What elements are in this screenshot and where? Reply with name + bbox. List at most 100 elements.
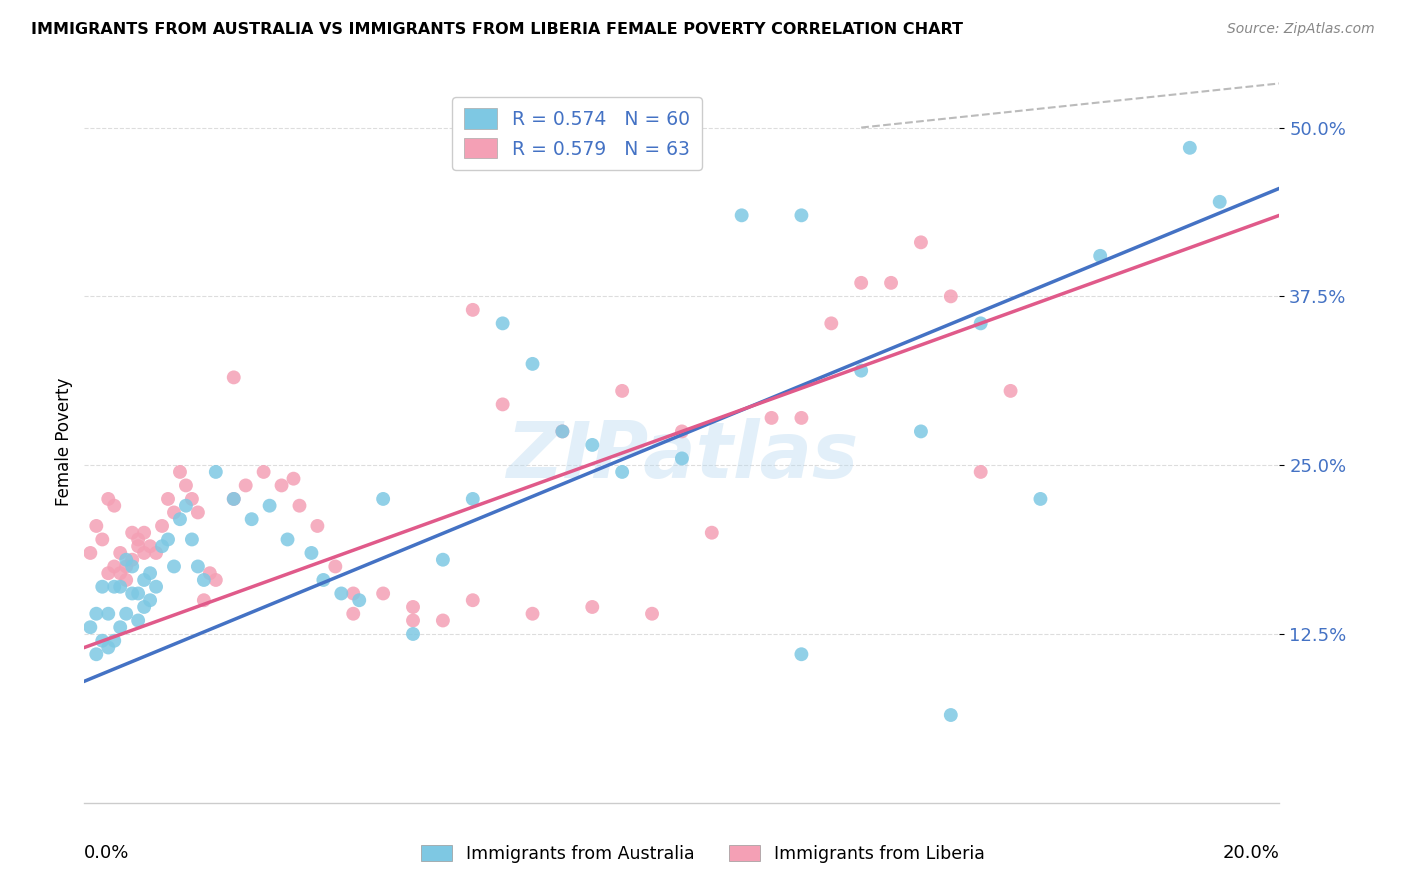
- Point: [522, 357, 544, 371]
- Text: IMMIGRANTS FROM AUSTRALIA VS IMMIGRANTS FROM LIBERIA FEMALE POVERTY CORRELATION : IMMIGRANTS FROM AUSTRALIA VS IMMIGRANTS …: [31, 22, 963, 37]
- Point: [288, 499, 311, 513]
- Point: [115, 552, 138, 566]
- Point: [132, 573, 156, 587]
- Point: [402, 627, 425, 641]
- Point: [79, 620, 101, 634]
- Point: [373, 586, 395, 600]
- Point: [91, 533, 114, 547]
- Point: [1209, 194, 1232, 209]
- Text: 20.0%: 20.0%: [1223, 845, 1279, 863]
- Point: [115, 559, 138, 574]
- Point: [103, 559, 125, 574]
- Point: [110, 566, 132, 581]
- Point: [132, 546, 156, 560]
- Point: [222, 370, 245, 384]
- Point: [1029, 491, 1052, 506]
- Point: [132, 599, 156, 614]
- Point: [551, 425, 574, 439]
- Point: [91, 580, 114, 594]
- Point: [277, 533, 299, 547]
- Point: [86, 647, 108, 661]
- Text: ZIPatlas: ZIPatlas: [506, 418, 858, 494]
- Point: [790, 208, 813, 222]
- Point: [169, 512, 191, 526]
- Point: [432, 614, 454, 628]
- Point: [851, 364, 873, 378]
- Point: [1178, 141, 1201, 155]
- Point: [970, 465, 993, 479]
- Point: [110, 620, 132, 634]
- Point: [283, 472, 305, 486]
- Point: [342, 607, 364, 621]
- Point: [581, 599, 603, 614]
- Text: 0.0%: 0.0%: [84, 845, 129, 863]
- Point: [671, 451, 693, 466]
- Point: [121, 525, 143, 540]
- Point: [1090, 249, 1112, 263]
- Point: [97, 491, 120, 506]
- Legend: Immigrants from Australia, Immigrants from Liberia: Immigrants from Australia, Immigrants fr…: [413, 838, 993, 870]
- Legend: R = 0.574   N = 60, R = 0.579   N = 63: R = 0.574 N = 60, R = 0.579 N = 63: [453, 97, 702, 169]
- Point: [127, 586, 149, 600]
- Point: [851, 276, 873, 290]
- Point: [970, 317, 993, 331]
- Point: [110, 580, 132, 594]
- Point: [402, 614, 425, 628]
- Point: [174, 499, 197, 513]
- Point: [103, 499, 125, 513]
- Point: [461, 491, 484, 506]
- Point: [910, 425, 932, 439]
- Point: [103, 633, 125, 648]
- Point: [342, 586, 364, 600]
- Point: [115, 607, 138, 621]
- Point: [145, 580, 167, 594]
- Point: [330, 586, 353, 600]
- Point: [181, 491, 204, 506]
- Point: [97, 640, 120, 655]
- Point: [121, 559, 143, 574]
- Point: [205, 573, 228, 587]
- Point: [235, 478, 257, 492]
- Point: [121, 586, 143, 600]
- Point: [325, 559, 347, 574]
- Point: [700, 525, 723, 540]
- Point: [169, 465, 191, 479]
- Point: [150, 519, 173, 533]
- Point: [671, 425, 693, 439]
- Point: [193, 573, 215, 587]
- Point: [127, 533, 149, 547]
- Point: [157, 491, 180, 506]
- Point: [461, 302, 484, 317]
- Point: [551, 425, 574, 439]
- Point: [222, 491, 245, 506]
- Point: [612, 465, 634, 479]
- Point: [86, 607, 108, 621]
- Point: [820, 317, 842, 331]
- Point: [641, 607, 664, 621]
- Point: [193, 593, 215, 607]
- Point: [127, 539, 149, 553]
- Point: [349, 593, 371, 607]
- Point: [103, 580, 125, 594]
- Point: [910, 235, 932, 250]
- Point: [253, 465, 276, 479]
- Point: [174, 478, 197, 492]
- Point: [222, 491, 245, 506]
- Point: [402, 599, 425, 614]
- Point: [181, 533, 204, 547]
- Point: [139, 566, 162, 581]
- Point: [121, 552, 143, 566]
- Point: [270, 478, 292, 492]
- Point: [110, 546, 132, 560]
- Point: [790, 411, 813, 425]
- Point: [145, 546, 167, 560]
- Point: [373, 491, 395, 506]
- Point: [731, 208, 754, 222]
- Point: [132, 525, 156, 540]
- Point: [522, 607, 544, 621]
- Point: [612, 384, 634, 398]
- Point: [761, 411, 783, 425]
- Point: [187, 559, 209, 574]
- Point: [97, 566, 120, 581]
- Point: [79, 546, 101, 560]
